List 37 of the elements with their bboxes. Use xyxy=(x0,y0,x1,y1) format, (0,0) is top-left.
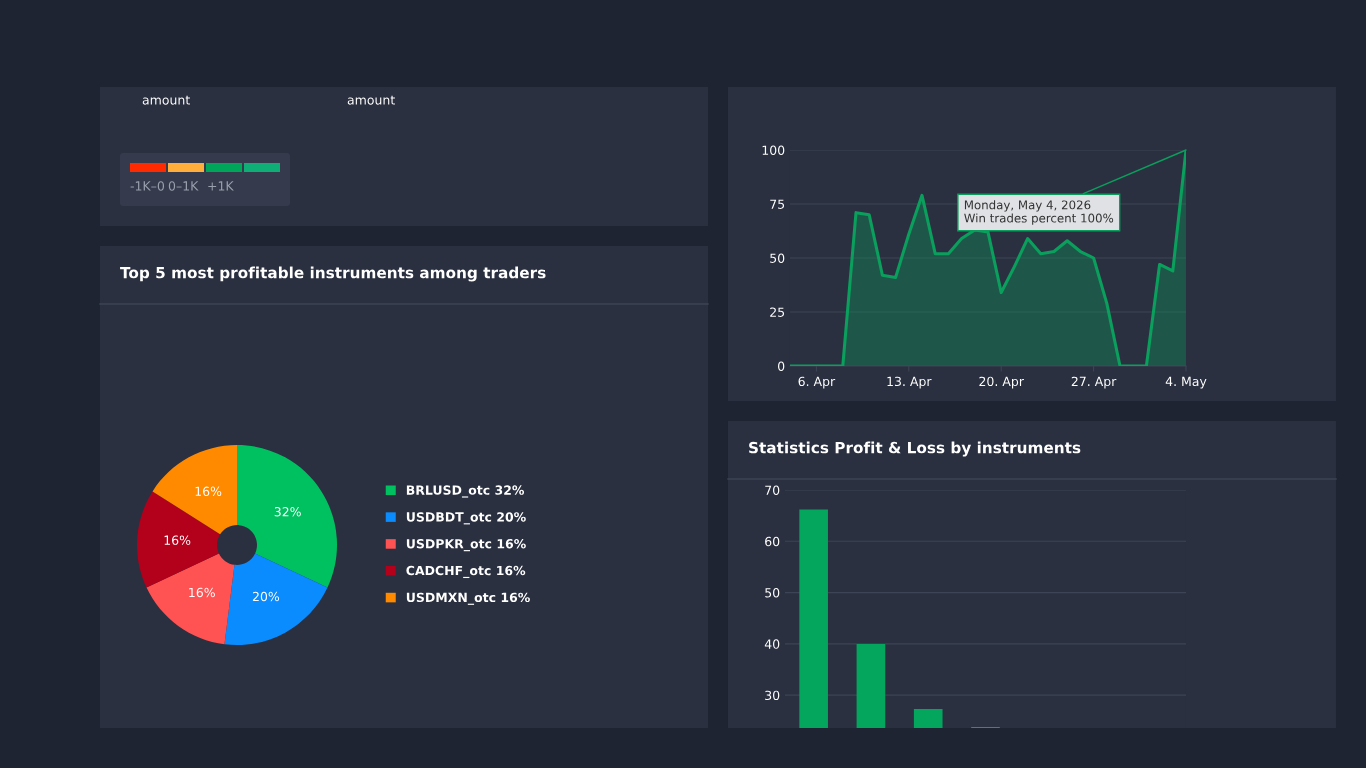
text: +1K xyxy=(208,181,234,191)
y-tick-label: 75 xyxy=(770,199,785,209)
text: amount xyxy=(347,95,395,105)
legend-label: USDPKR_otc 16% xyxy=(406,539,526,552)
text: -1K–0 xyxy=(130,181,165,191)
donut-slice xyxy=(152,445,237,535)
y-tick-label: 30 xyxy=(765,690,780,701)
donut-slice xyxy=(237,445,337,588)
y-tick-label: 100 xyxy=(762,145,785,155)
donut-slice xyxy=(146,553,235,645)
data-label: 16% xyxy=(195,486,222,497)
legend-label: USDBDT_otc 20% xyxy=(406,512,526,525)
x-tick-label: 13. Apr xyxy=(887,376,932,389)
legend-label: BRLUSD_otc 32% xyxy=(406,485,525,498)
x-tick-label: 4. May xyxy=(1165,376,1207,389)
legend-label: USDMXN_otc 16% xyxy=(406,592,530,605)
text: 0–1K xyxy=(168,181,199,191)
chart-title: Top 5 most profitable instruments among traders xyxy=(120,266,546,282)
y-tick-label: 50 xyxy=(765,588,780,598)
text: amount xyxy=(142,95,190,105)
donut-slice xyxy=(224,553,328,645)
data-label: 32% xyxy=(274,507,301,517)
y-tick-label: 25 xyxy=(770,307,785,317)
legend-label: CADCHF_otc 16% xyxy=(406,565,526,579)
x-tick-label: 27. Apr xyxy=(1071,376,1117,389)
y-tick-label: 70 xyxy=(765,485,780,495)
y-tick-label: 40 xyxy=(764,639,780,649)
data-label: 20% xyxy=(252,591,280,602)
chart-title: Statistics Profit & Loss by instruments xyxy=(749,441,1081,457)
y-tick-label: 60 xyxy=(765,536,780,547)
data-label: 16% xyxy=(189,587,215,598)
x-tick-label: 6. Apr xyxy=(798,376,836,389)
data-label: 16% xyxy=(164,535,191,545)
y-tick-label: 0 xyxy=(778,361,785,371)
annotation: Monday, May 4, 2026 Win trades percent 100% xyxy=(964,200,1114,225)
y-tick-label: 50 xyxy=(770,253,785,263)
x-tick-label: 20. Apr xyxy=(979,376,1024,389)
